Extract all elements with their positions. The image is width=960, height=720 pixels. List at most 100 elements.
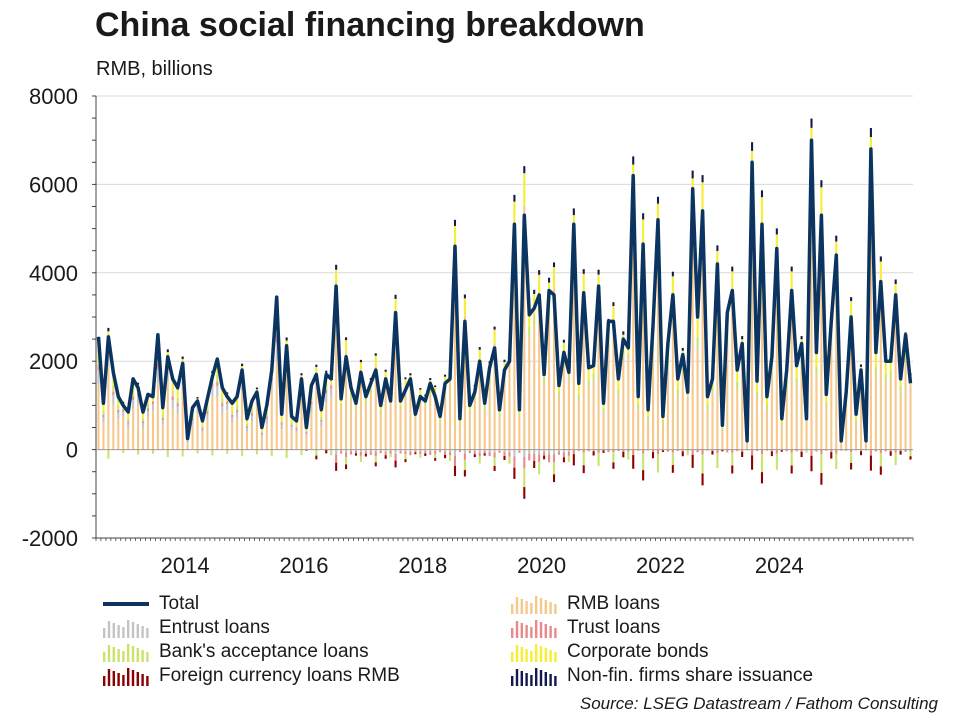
bar-trust: [117, 409, 120, 413]
bar-entrust: [855, 422, 858, 423]
source-note: Source: LSEG Datastream / Fathom Consult…: [579, 694, 938, 713]
bar-bonds: [612, 306, 615, 324]
bar-trust: [320, 419, 323, 422]
bar-bonds: [731, 271, 734, 294]
bar-trust: [191, 418, 194, 421]
bar-rmb: [790, 295, 793, 450]
bar-entrust: [345, 449, 348, 453]
bar-acceptance: [874, 366, 877, 375]
bar-bonds: [642, 219, 645, 249]
bar-fx: [790, 465, 793, 474]
bar-bonds: [587, 368, 590, 381]
bar-trust: [146, 408, 150, 411]
bar-trust: [548, 454, 551, 463]
bar-acceptance: [330, 449, 333, 456]
bar-fx: [711, 451, 714, 455]
bar-entrust: [419, 449, 422, 452]
bar-rmb: [686, 396, 689, 450]
bar-fx: [820, 473, 823, 485]
bar-bonds: [141, 413, 145, 419]
bar-trust: [265, 416, 268, 419]
bar-acceptance: [617, 389, 620, 396]
bar-acceptance: [404, 454, 407, 460]
bar-bonds: [493, 329, 496, 344]
bar-acceptance: [884, 374, 887, 382]
legend-bar-mark: [107, 621, 111, 638]
bar-equity: [434, 385, 437, 388]
bar-acceptance: [820, 454, 823, 474]
bar-trust: [325, 389, 328, 394]
bar-entrust: [335, 449, 338, 455]
bar-equity: [548, 277, 551, 283]
bar-acceptance: [904, 351, 907, 362]
bar-trust: [503, 451, 506, 456]
bar-equity: [285, 337, 288, 341]
x-tick-label: 2014: [161, 553, 210, 578]
bar-trust: [825, 449, 828, 451]
bar-rmb: [241, 390, 244, 450]
bar-trust: [112, 391, 115, 396]
bar-entrust: [909, 384, 912, 386]
bar-entrust: [384, 449, 387, 452]
bar-bonds: [161, 408, 164, 415]
legend-bar-mark: [544, 672, 547, 686]
bar-equity: [835, 235, 838, 242]
bar-rmb: [236, 418, 239, 450]
legend-swatch: [103, 644, 149, 662]
bar-rmb: [751, 216, 754, 450]
bar-rmb: [637, 409, 640, 450]
bar-fx: [572, 454, 575, 466]
bar-bonds: [671, 276, 674, 298]
bar-acceptance: [340, 403, 343, 408]
bar-trust: [439, 450, 442, 453]
bar-acceptance: [166, 449, 169, 458]
bar-equity: [107, 327, 110, 332]
bar-fx: [681, 451, 684, 457]
bar-acceptance: [835, 453, 838, 470]
bar-fx: [830, 452, 833, 459]
bar-entrust: [627, 355, 630, 357]
bar-rmb: [557, 396, 561, 450]
bar-fx: [493, 465, 496, 471]
bar-trust: [424, 451, 427, 454]
bar-rmb: [458, 423, 461, 450]
bar-fx: [612, 462, 615, 469]
bar-equity: [404, 377, 407, 380]
bar-entrust: [171, 400, 174, 409]
bar-equity: [538, 270, 541, 275]
bar-acceptance: [439, 419, 442, 423]
bar-rmb: [696, 348, 699, 450]
bar-rmb: [597, 299, 600, 450]
bar-equity: [478, 347, 481, 350]
legend-bar-mark: [131, 670, 135, 686]
bar-acceptance: [349, 393, 353, 399]
bar-entrust: [404, 449, 407, 452]
bar-entrust: [226, 403, 229, 411]
legend-swatch: [511, 620, 557, 638]
bar-rmb: [424, 406, 427, 450]
bar-entrust: [359, 449, 362, 452]
bar-rmb: [617, 395, 620, 450]
bar-bonds: [850, 301, 853, 320]
bar-equity: [335, 264, 338, 270]
legend-swatch: [103, 668, 149, 686]
bar-acceptance: [498, 413, 501, 417]
bar-trust: [488, 452, 491, 457]
bar-rmb: [295, 432, 298, 450]
bar-equity: [374, 353, 377, 356]
bar-rmb: [632, 227, 635, 450]
bar-bonds: [647, 410, 650, 416]
bar-acceptance: [260, 431, 263, 434]
bar-entrust: [191, 420, 194, 426]
bar-acceptance: [765, 404, 768, 409]
legend-label: RMB loans: [567, 593, 660, 614]
bar-equity: [463, 294, 466, 299]
legend-item: RMB loans: [509, 592, 813, 616]
legend-bar-mark: [515, 645, 519, 662]
bar-rmb: [538, 296, 541, 450]
bar-fx: [364, 453, 367, 457]
bar-fx: [434, 458, 437, 461]
bar-trust: [790, 449, 793, 453]
bar-fx: [562, 457, 565, 463]
bar-entrust: [141, 423, 145, 428]
